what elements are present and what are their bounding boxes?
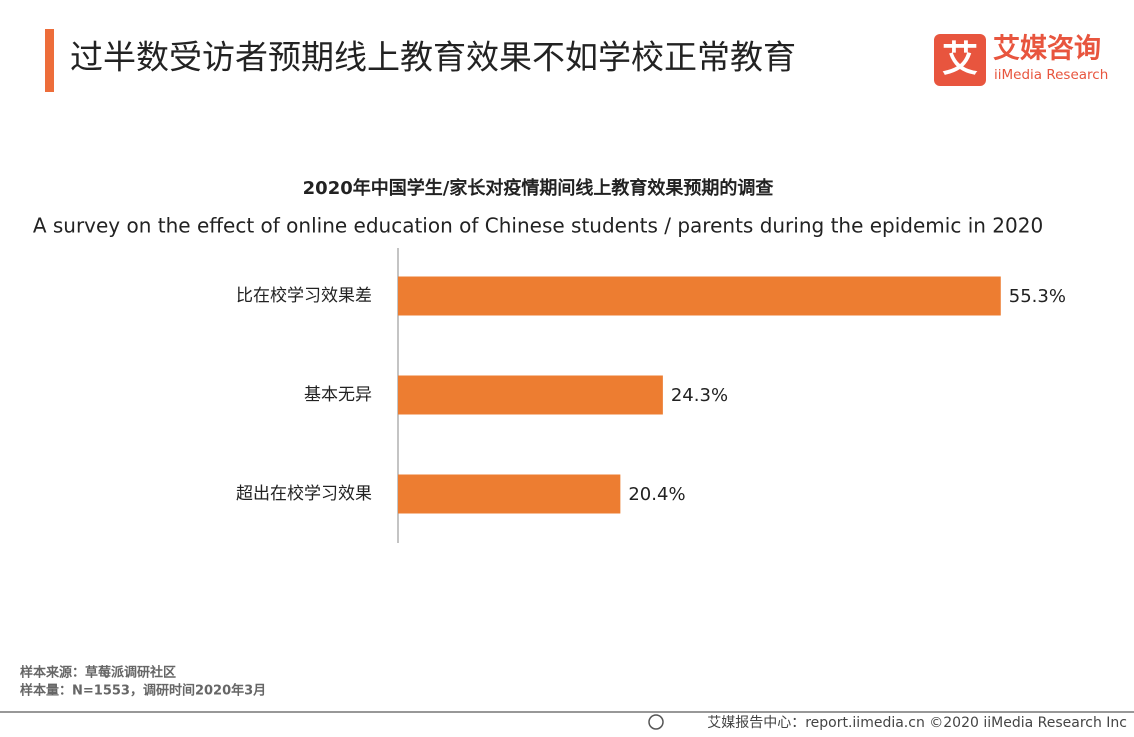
title-accent xyxy=(45,29,54,92)
logo-en: iiMedia Research xyxy=(994,67,1108,83)
logo-icon: 艾 xyxy=(942,39,978,80)
value-label: 24.3% xyxy=(671,385,728,406)
chart-title: 2020年中国学生/家长对疫情期间线上教育效果预期的调查 xyxy=(303,177,774,199)
category-label: 基本无异 xyxy=(304,385,372,405)
source-note: 样本来源：草莓派调研社区 xyxy=(20,665,176,681)
page-title: 过半数受访者预期线上教育效果不如学校正常教育 xyxy=(70,38,796,77)
logo-mark xyxy=(934,34,986,86)
bar xyxy=(398,474,621,514)
footer-credit: 艾媒报告中心：report.iimedia.cn ©2020 iiMedia R… xyxy=(707,715,1127,731)
category-label: 超出在校学习效果 xyxy=(236,484,372,504)
value-label: 55.3% xyxy=(1009,286,1066,307)
bar xyxy=(398,276,1001,316)
logo-cn: 艾媒咨询 xyxy=(993,33,1101,65)
bar xyxy=(398,375,663,415)
value-label: 20.4% xyxy=(628,484,685,505)
category-label: 比在校学习效果差 xyxy=(236,286,372,306)
sample-note: 样本量：N=1553，调研时间2020年3月 xyxy=(20,683,266,699)
chart-subtitle: A survey on the effect of online educati… xyxy=(33,214,1043,238)
globe-icon xyxy=(648,714,664,730)
